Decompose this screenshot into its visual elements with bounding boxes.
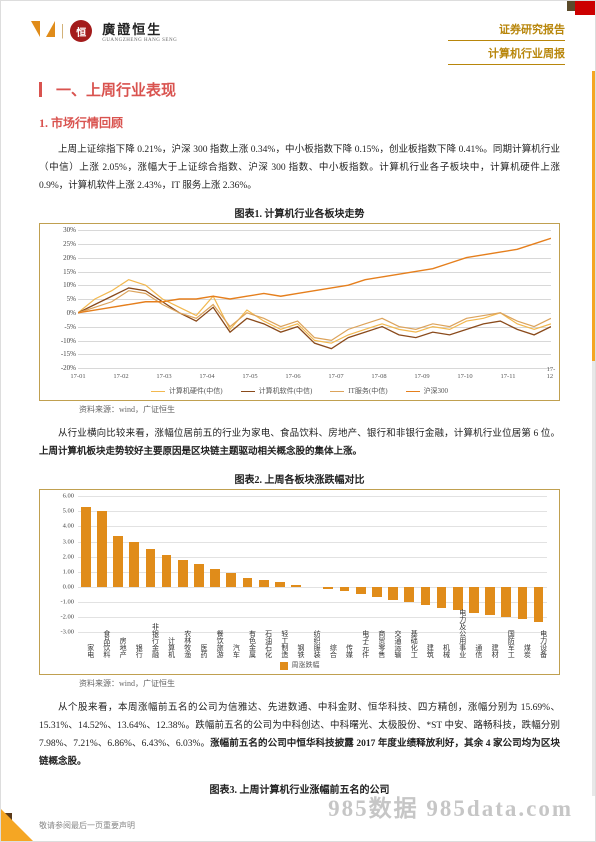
fig1-linechart: 30%25%20%15%10%5%0%-5%-10%-15%-20% 17-01… [48,230,551,384]
para-3: 从个股来看，本周涨幅前五名的公司为信雅达、先进数通、中科金财、恒华科技、四方精创… [39,699,560,771]
fig1-frame: 30%25%20%15%10%5%0%-5%-10%-15%-20% 17-01… [39,223,560,401]
h1-bar-icon [39,82,42,97]
section-h1: 一、上周行业表现 [56,79,176,100]
hdr-line1: 证券研究报告 [448,19,565,41]
logo-ye-icon [31,21,55,41]
fig2-barchart: 家电食品饮料房地产银行非银行金融计算机农林牧渔医药餐饮旅游汽车有色金属石油石化轻… [48,496,551,660]
fig2-legend: 周涨跌幅 [48,660,551,670]
watermark: 985数据 985data.com [328,789,573,823]
logo-divider: | [61,22,64,40]
fig2-source: 资料来源：wind，广证恒生 [39,678,560,689]
hdr-line2: 计算机行业周报 [448,43,565,65]
logo-cn: 廣證恒生 [102,19,177,38]
header-right: 证券研究报告 计算机行业周报 [448,19,565,65]
logo-en: GUANGZHENG HANG SENG [102,38,177,43]
logo-circle-icon: 恒 [70,20,92,42]
fig1-source: 资料来源：wind，广证恒生 [39,404,560,415]
fig2-title: 图表2. 上周各板块涨跌幅对比 [39,471,560,486]
fig1-title: 图表1. 计算机行业各板块走势 [39,205,560,220]
para-2: 从行业横向比较来看，涨幅位居前五的行业为家电、食品饮料、房地产、银行和非银行金融… [39,425,560,461]
section-h2: 1. 市场行情回顾 [39,114,560,131]
fig1-legend: 计算机硬件(中信)计算机软件(中信)IT服务(中信)沪深300 [48,386,551,396]
fig2-frame: 家电食品饮料房地产银行非银行金融计算机农林牧渔医药餐饮旅游汽车有色金属石油石化轻… [39,489,560,675]
footer-disclaimer: 敬请参阅最后一页重要声明 [39,820,135,831]
para-1: 上周上证综指下降 0.21%，沪深 300 指数上涨 0.34%，中小板指数下降… [39,141,560,195]
